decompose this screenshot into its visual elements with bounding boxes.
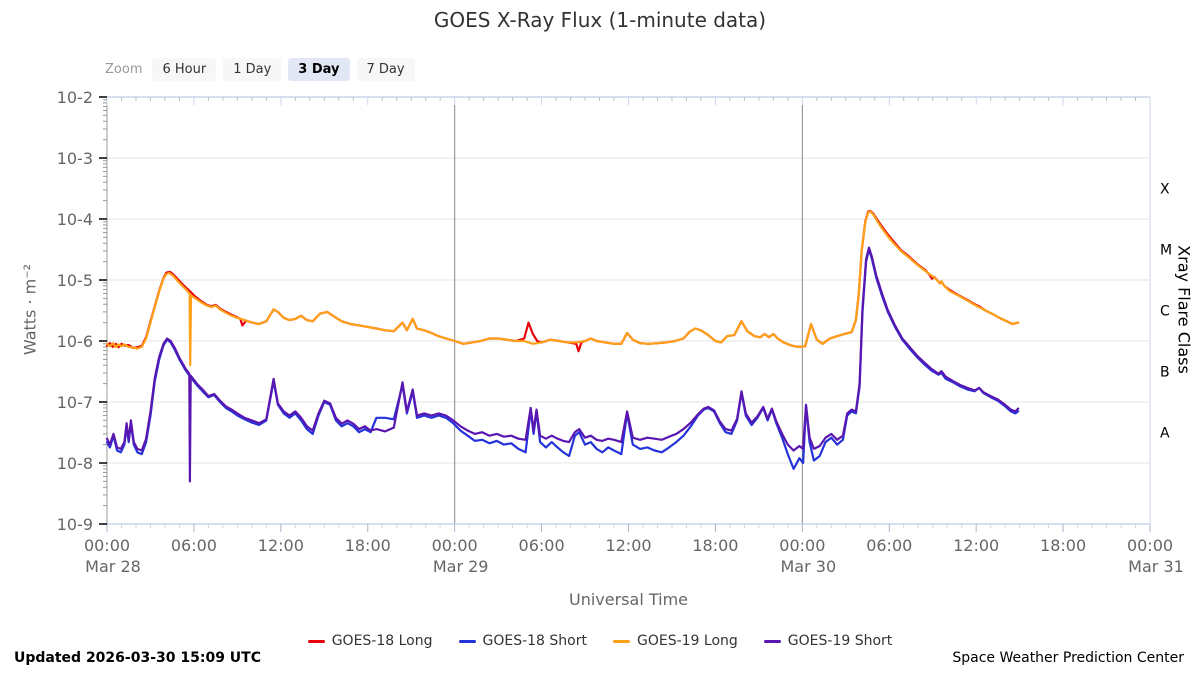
x-tick-label: 12:00: [605, 536, 651, 555]
flare-class-label-A: A: [1160, 426, 1170, 442]
legend-label: GOES-19 Short: [787, 633, 893, 649]
updated-timestamp: Updated 2026-03-30 15:09 UTC: [14, 650, 261, 666]
y-tick-label: 10-5: [57, 271, 93, 290]
x-tick-label: 06:00: [519, 536, 565, 555]
x-day-label: Mar 31: [1128, 557, 1184, 576]
legend-marker: [458, 639, 476, 643]
flare-class-label-C: C: [1160, 304, 1170, 320]
y-tick-label: 10-3: [57, 149, 93, 168]
x-tick-label: 18:00: [692, 536, 738, 555]
xray-flux-plot: 10-2 10-3 10-4 10-5 10-6 10-7 10-8 10-9 00:00 Mar…: [57, 88, 1184, 576]
zoom-button-3-day[interactable]: 3 Day: [288, 58, 350, 81]
flare-class-axis-title: Xray Flare Class: [1174, 245, 1194, 374]
legend-item-goes-18-short[interactable]: GOES-18 Short: [458, 633, 588, 649]
x-day-label: Mar 28: [85, 557, 141, 576]
y-tick-label: 10-8: [57, 454, 93, 473]
series-goes-19-short: [105, 246, 1020, 483]
x-tick-label: 00:00: [779, 536, 825, 555]
x-tick-label: 06:00: [171, 536, 217, 555]
series-goes-18-long: [105, 209, 1020, 353]
zoom-button-7-day[interactable]: 7 Day: [356, 58, 415, 81]
y-tick-label: 10-2: [57, 88, 93, 107]
flare-class-label-B: B: [1160, 365, 1170, 381]
zoom-label: Zoom: [105, 62, 143, 77]
legend-marker: [763, 639, 781, 643]
zoom-buttons-group: 6 Hour 1 Day 3 Day 7 Day: [152, 58, 415, 81]
zoom-button-6-hour[interactable]: 6 Hour: [152, 58, 217, 81]
y-tick-label: 10-6: [57, 332, 93, 351]
y-axis-title: Watts · m⁻²: [20, 263, 40, 356]
legend-item-goes-18-long[interactable]: GOES-18 Long: [307, 633, 433, 649]
legend-label: GOES-18 Long: [331, 633, 433, 649]
x-axis-title: Universal Time: [568, 590, 688, 609]
series-goes-18-short: [105, 248, 1020, 470]
x-tick-label: 00:00: [432, 536, 478, 555]
legend-label: GOES-19 Long: [637, 633, 738, 649]
flare-class-label-X: X: [1160, 182, 1170, 198]
range-selector: Zoom 6 Hour 1 Day 3 Day 7 Day: [105, 58, 415, 81]
x-tick-label: 00:00: [1127, 536, 1173, 555]
zoom-button-1-day[interactable]: 1 Day: [223, 58, 282, 81]
source-attribution: Space Weather Prediction Center: [952, 650, 1184, 666]
flare-class-label-M: M: [1160, 243, 1172, 259]
chart-title: GOES X-Ray Flux (1-minute data): [433, 8, 767, 32]
series-goes-19-long: [105, 210, 1020, 367]
x-tick-label: 18:00: [1040, 536, 1086, 555]
x-tick-label: 18:00: [345, 536, 391, 555]
legend-label: GOES-18 Short: [482, 633, 588, 649]
legend: GOES-18 Long GOES-18 Short GOES-19 Long GOE…: [0, 633, 1200, 649]
y-tick-label: 10-4: [57, 210, 93, 229]
y-tick-label: 10-9: [57, 515, 93, 534]
x-tick-label: 00:00: [84, 536, 130, 555]
legend-item-goes-19-long[interactable]: GOES-19 Long: [613, 633, 738, 649]
x-day-label: Mar 30: [781, 557, 837, 576]
y-tick-label: 10-7: [57, 393, 93, 412]
x-tick-label: 06:00: [866, 536, 912, 555]
x-day-label: Mar 29: [433, 557, 489, 576]
x-tick-label: 12:00: [258, 536, 304, 555]
legend-marker: [307, 639, 325, 643]
x-tick-label: 12:00: [953, 536, 999, 555]
legend-item-goes-19-short[interactable]: GOES-19 Short: [763, 633, 893, 649]
legend-marker: [613, 639, 630, 643]
